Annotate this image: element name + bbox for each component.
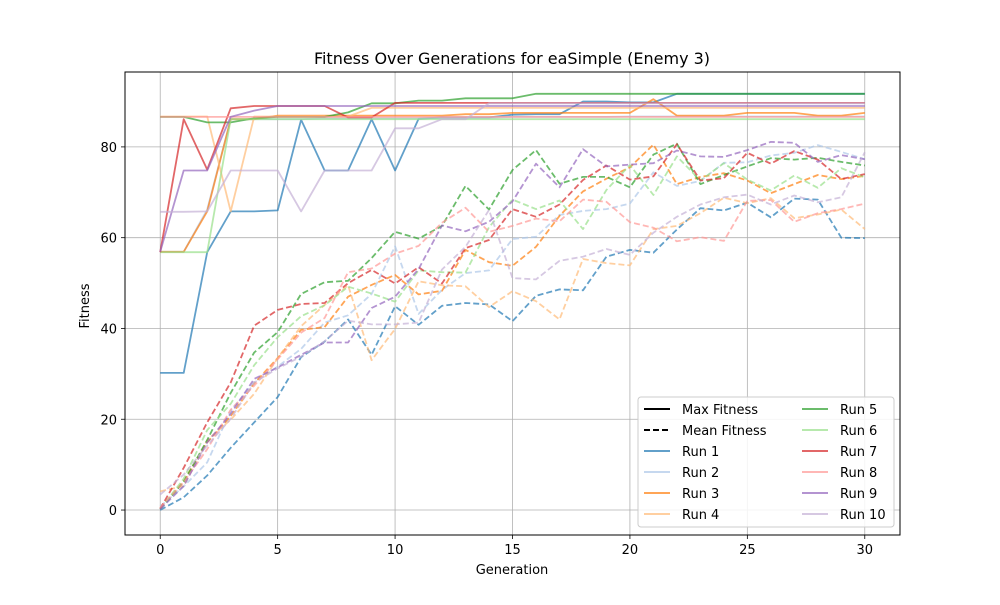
legend-label: Run 7 (840, 445, 877, 460)
run-8-mean-fitness-line (159, 198, 866, 509)
run-6-mean-fitness-line (159, 155, 866, 510)
run-5-mean-fitness-line (159, 142, 865, 510)
x-tick-label: 5 (274, 543, 282, 558)
run-7-mean-fitness-line (159, 143, 865, 510)
legend-label: Run 8 (840, 466, 877, 481)
run-10-mean-fitness-line (159, 151, 866, 496)
legend: Max Fitness Mean Fitness Run 1 Run 2 Run 3 Ru… (637, 396, 895, 528)
run-10-max-fitness-line (160, 102, 865, 213)
ticks: 0 5 10 15 20 25 30 0 20 40 60 80 (100, 141, 873, 558)
x-tick-label: 15 (504, 543, 521, 558)
y-tick-label: 80 (100, 141, 117, 156)
legend-label: Run 5 (840, 403, 877, 418)
legend-label: Run 3 (682, 487, 719, 502)
legend-label: Run 1 (682, 445, 719, 460)
grid (125, 72, 900, 535)
legend-label: Run 9 (840, 487, 877, 502)
y-tick-label: 60 (100, 232, 117, 247)
legend-label: Max Fitness (682, 403, 758, 418)
x-tick-label: 0 (156, 543, 164, 558)
legend-label: Run 2 (682, 466, 719, 481)
x-tick-label: 30 (856, 543, 873, 558)
series-lines (159, 92, 866, 511)
x-tick-label: 25 (739, 543, 756, 558)
run-9-mean-fitness-line (159, 140, 865, 510)
x-axis-label: Generation (476, 563, 549, 578)
y-axis-label: Fitness (78, 283, 93, 328)
y-tick-label: 20 (100, 413, 117, 428)
chart-title: Fitness Over Generations for eaSimple (E… (314, 49, 710, 68)
y-tick-label: 0 (109, 504, 117, 519)
run-9-max-fitness-line (159, 105, 865, 253)
legend-label: Run 6 (840, 424, 877, 439)
legend-box (637, 396, 895, 528)
x-tick-label: 20 (622, 543, 639, 558)
x-tick-label: 10 (387, 543, 404, 558)
run-6-max-fitness-line (160, 118, 865, 254)
legend-label: Run 10 (840, 508, 886, 523)
y-tick-label: 40 (100, 322, 117, 337)
legend-label: Run 4 (682, 508, 719, 523)
legend-label: Mean Fitness (682, 424, 767, 439)
